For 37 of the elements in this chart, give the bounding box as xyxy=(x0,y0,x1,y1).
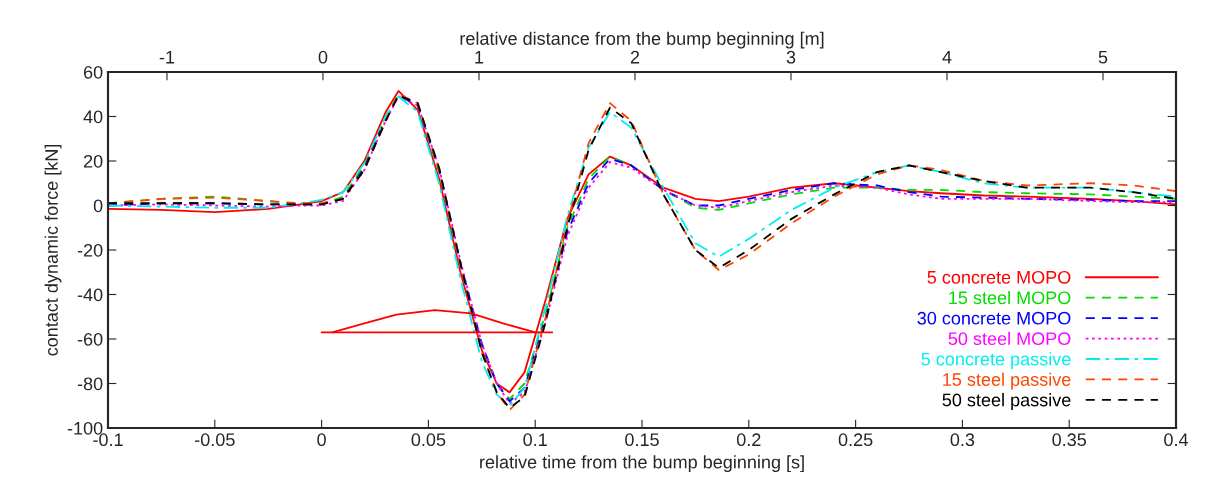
y-tick-label: -100 xyxy=(67,421,103,435)
legend-label: 5 concrete passive xyxy=(921,352,1071,370)
y-tick-label: 20 xyxy=(83,154,103,168)
x-tick-label: 0.35 xyxy=(1052,433,1087,447)
legend-label: 30 concrete MOPO xyxy=(917,311,1071,325)
x-tick-label: 0.3 xyxy=(950,433,975,447)
x2-tick-label: 3 xyxy=(786,50,796,64)
y-tick-label: -80 xyxy=(77,377,103,391)
x-tick-label: 0.15 xyxy=(625,433,659,447)
x2-tick-label: -1 xyxy=(159,50,175,64)
x-tick-label: 0.25 xyxy=(838,433,873,447)
legend-label: 50 steel passive xyxy=(942,393,1071,410)
x-tick-label: 0.1 xyxy=(523,433,547,447)
y-tick-label: 40 xyxy=(83,110,103,124)
legend-label: 5 concrete MOPO xyxy=(927,270,1071,284)
y-axis-title: contact dynamic force [kN] xyxy=(44,144,62,356)
x-tick-label: -0.05 xyxy=(195,433,235,447)
y-tick-label: 60 xyxy=(83,65,103,79)
legend-label: 50 steel MOPO xyxy=(948,331,1071,346)
x2-tick-label: 2 xyxy=(630,50,640,64)
y-tick-label: -20 xyxy=(77,243,103,257)
x2-tick-label: 5 xyxy=(1098,50,1108,64)
y-tick-label: -40 xyxy=(77,288,103,302)
x2-axis-title: relative distance from the bump beginning [m] xyxy=(460,31,824,49)
x-tick-label: 0 xyxy=(317,433,326,447)
y-tick-label: 0 xyxy=(93,199,103,213)
x-axis-title: relative time from the bump beginning [s] xyxy=(480,455,804,473)
x-tick-label: 0.2 xyxy=(736,433,761,447)
x2-tick-label: 1 xyxy=(475,50,484,64)
x2-tick-label: 0 xyxy=(318,50,328,64)
x-tick-label: -0.1 xyxy=(93,433,123,447)
y-tick-label: -60 xyxy=(77,332,103,346)
legend-label: 15 steel passive xyxy=(943,372,1071,390)
legend-label: 15 steel MOPO xyxy=(949,290,1071,305)
x-tick-label: 0.05 xyxy=(411,433,446,447)
x-tick-label: 0.4 xyxy=(1164,433,1189,447)
x2-tick-label: 4 xyxy=(942,50,952,64)
